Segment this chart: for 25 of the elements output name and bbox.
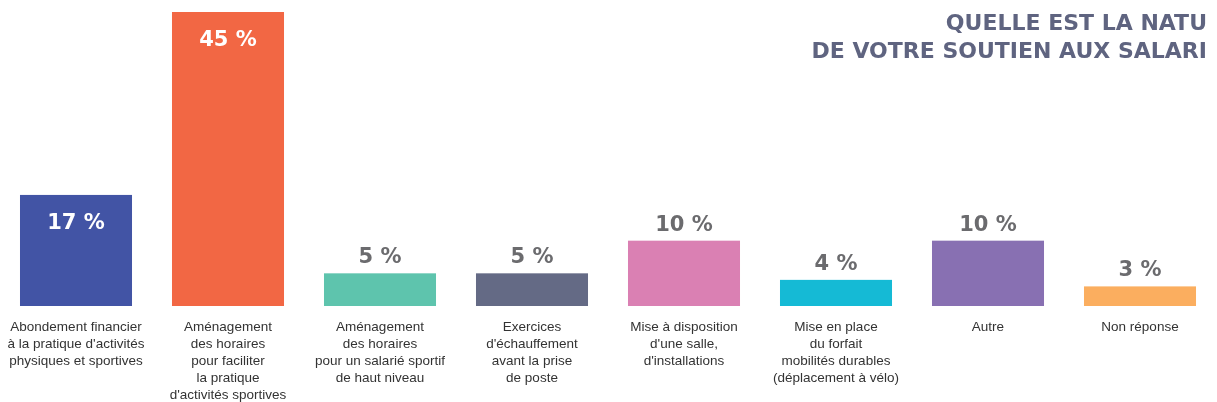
text: QUELLE EST LA NATU DE VOTRE SOUTIEN AUX SALARI [811,10,1207,63]
data-label: 45 % [199,27,257,51]
data-label: 5 % [358,244,402,269]
bar [779,279,893,306]
data-label: 3 % [1118,257,1162,282]
x-tick-label: Exercices d'échauffement avant la prise de poste [486,319,579,385]
bar [19,194,133,306]
data-label: 10 % [655,211,713,236]
x-tick-label: Non réponse [1101,319,1179,334]
data-label: 4 % [814,250,858,275]
bar [323,273,437,306]
x-tick-label: Abondement financier à la pratique d'activités physiques et sportives [7,319,145,368]
x-tick-label: Mise à disposition d'une salle, d'installations [630,319,738,368]
bar [1083,286,1197,306]
data-label: 17 % [47,209,105,234]
x-tick-label: Autre [971,319,1005,334]
data-label: 10 % [959,211,1017,236]
bar [931,240,1045,306]
bar [171,12,285,306]
data-label: 5 % [510,244,554,269]
x-tick-label: Aménagement des horaires pour faciliter la pratique d'activités sportives [169,319,287,402]
bar [475,273,589,306]
x-tick-label: Aménagement des horaires pour un salarié sportif de haut niveau [315,319,446,385]
x-tick-label: Mise en place du forfait mobilités durables (déplacement à vélo) [772,319,900,385]
bar [627,240,741,306]
